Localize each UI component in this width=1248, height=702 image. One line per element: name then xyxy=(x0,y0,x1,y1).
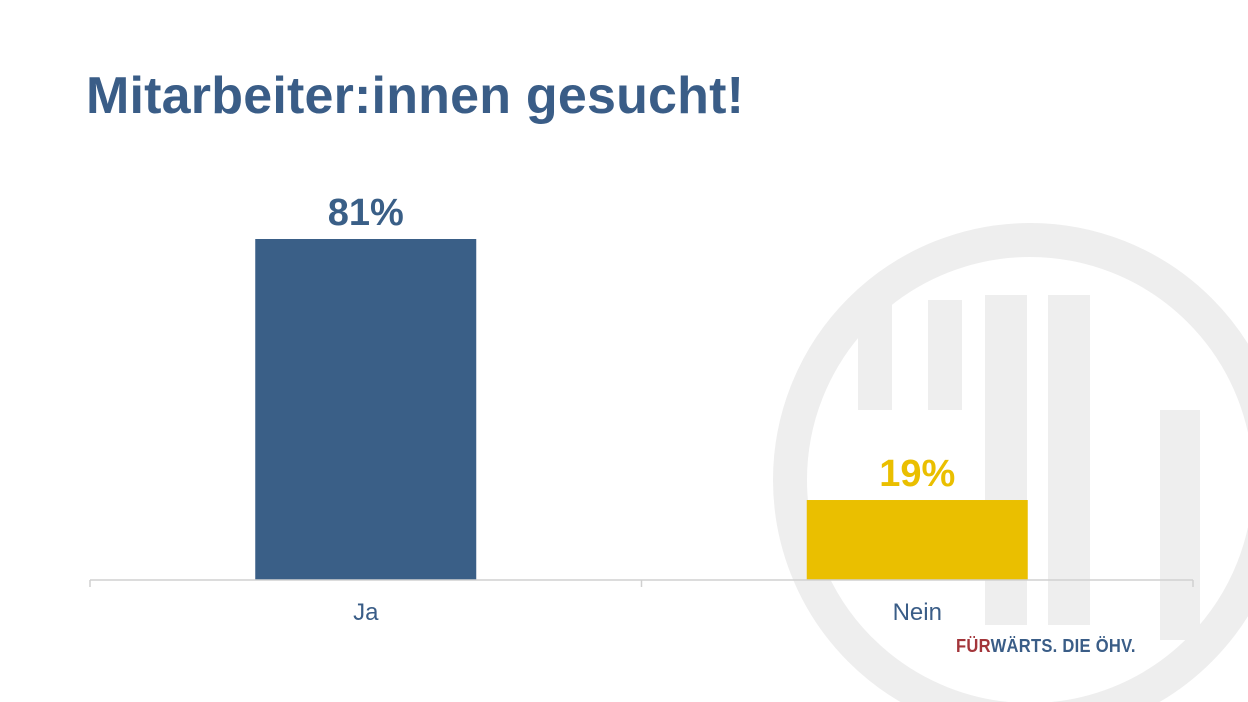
data-label-ja: 81% xyxy=(328,192,404,234)
category-label-nein: Nein xyxy=(893,599,942,626)
brand-tagline-prefix: FÜR xyxy=(956,636,991,656)
brand-tagline-rest: WÄRTS. DIE ÖHV. xyxy=(990,636,1136,656)
data-label-nein: 19% xyxy=(879,453,955,495)
category-label-ja: Ja xyxy=(353,599,379,626)
bar-ja xyxy=(255,239,477,580)
brand-tagline: FÜRWÄRTS. DIE ÖHV. xyxy=(956,636,1136,657)
bar-nein xyxy=(806,500,1028,580)
slide-title: Mitarbeiter:innen gesucht! xyxy=(86,67,745,125)
